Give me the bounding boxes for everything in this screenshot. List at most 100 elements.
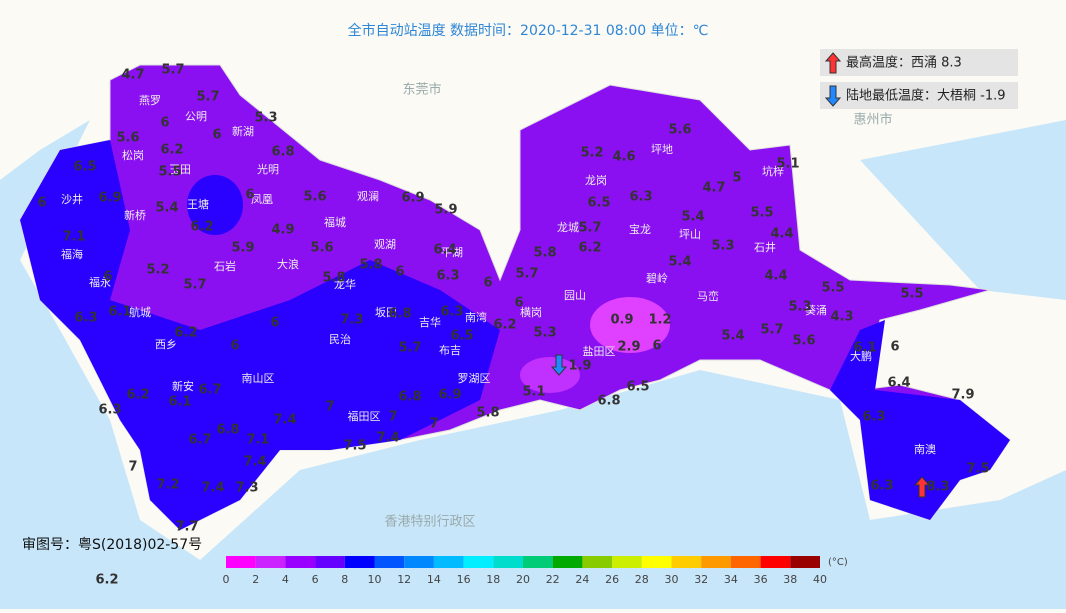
station-value: 7 [388, 410, 397, 425]
station-value: 6.2 [160, 143, 183, 158]
extreme-label: 最高温度：西涌 8.3 [846, 55, 962, 71]
district-label: 西乡 [155, 338, 177, 351]
district-label: 坑梓 [762, 164, 784, 178]
district-label: 大浪 [277, 257, 299, 271]
extremes-box: 最高温度：西涌 8.3 陆地最低温度：大梧桐 -1.9 [820, 49, 1018, 109]
scale-tick-label: 38 [783, 573, 797, 586]
district-label: 盐田区 [583, 345, 616, 358]
scale-swatch [582, 556, 613, 568]
station-value: 5.3 [711, 239, 734, 254]
station-value: 5.6 [668, 123, 691, 138]
extreme-bg [820, 82, 1018, 109]
station-value: 0.9 [610, 313, 633, 328]
station-value: 6.8 [597, 394, 620, 409]
station-value: 5 [732, 171, 741, 186]
station-value: 5.7 [515, 267, 538, 282]
station-value: 6 [483, 276, 492, 291]
station-value: 6 [270, 316, 279, 331]
station-value: 6 [212, 128, 221, 143]
station-value: 6.3 [98, 403, 121, 418]
station-value: 6 [230, 339, 239, 354]
scale-swatch [493, 556, 523, 568]
scale-tick-label: 22 [546, 573, 560, 586]
neighbor-label: 东莞市 [402, 82, 441, 98]
station-value: 6.4 [433, 243, 456, 258]
station-value: 4.3 [830, 310, 853, 325]
station-value: 7.7 [175, 520, 198, 535]
station-value: 6.5 [73, 160, 96, 175]
station-value: 6.2 [126, 388, 149, 403]
station-value: 6 [395, 265, 404, 280]
station-value: 5.5 [158, 165, 181, 180]
station-value: 5.4 [681, 210, 704, 225]
scale-swatch [730, 556, 761, 568]
district-label: 龙岗 [585, 174, 607, 187]
extreme-bg [820, 49, 1018, 76]
station-value: 5.7 [398, 341, 421, 356]
station-value: 7.4 [273, 413, 296, 428]
station-value: 6.3 [74, 311, 97, 326]
district-label: 福海 [61, 247, 83, 261]
scale-tick-label: 40 [813, 573, 827, 586]
district-label: 新桥 [124, 208, 146, 222]
district-label: 福城 [324, 215, 346, 229]
min-marker [550, 354, 568, 376]
station-value: 5.6 [116, 131, 139, 146]
cold-zone [20, 140, 500, 530]
scale-swatch [701, 556, 731, 568]
station-value: 7.4 [201, 481, 224, 496]
station-value: 6 [245, 188, 254, 203]
scale-tick-label: 30 [665, 573, 679, 586]
district-label: 新湖 [232, 124, 254, 138]
scale-tick-label: 14 [427, 573, 441, 586]
station-value: 6.4 [887, 376, 910, 391]
district-label: 石岩 [214, 259, 236, 273]
scale-tick-label: 20 [516, 573, 530, 586]
scale-swatch [315, 556, 345, 568]
station-value: 5.9 [434, 203, 457, 218]
station-value: 5.1 [522, 385, 545, 400]
station-value: 5.1 [776, 157, 799, 172]
station-value: 6 [890, 340, 899, 355]
district-label: 葵涌 [805, 304, 827, 317]
district-label: 坪地 [651, 143, 673, 156]
station-value: 5.8 [533, 246, 556, 261]
station-value: 7.2 [156, 478, 179, 493]
scale-tick-label: 4 [282, 573, 289, 586]
station-value: 5.6 [310, 241, 333, 256]
station-value: 5.5 [900, 287, 923, 302]
scale-tick-label: 18 [486, 573, 500, 586]
station-value: 5.8 [476, 406, 499, 421]
scale-swatch [641, 556, 672, 568]
station-value: 6.8 [398, 390, 421, 405]
station-value: 6.5 [587, 196, 610, 211]
district-label: 凤凰 [251, 193, 273, 206]
station-value: 4.7 [121, 68, 144, 83]
station-value: 5.2 [580, 146, 603, 161]
station-value: 7 [429, 417, 438, 432]
station-value: 5.5 [821, 281, 844, 296]
district-label: 马峦 [697, 289, 719, 303]
scale-tick-label: 28 [635, 573, 649, 586]
station-value: 5.8 [359, 258, 382, 273]
approval: 审图号：粤S(2018)02-57号 [22, 537, 202, 553]
station-value: 5.4 [155, 201, 178, 216]
station-value: 6.2 [174, 326, 197, 341]
station-value: 6.1 [108, 305, 131, 320]
station-value: 4.7 [702, 181, 725, 196]
station-value: 4.6 [612, 150, 635, 165]
district-label: 石井 [754, 240, 776, 254]
district-label: 南澳 [914, 443, 936, 456]
scale-tick-label: 10 [368, 573, 382, 586]
title: 全市自动站温度 数据时间：2020-12-31 08:00 单位：℃ [348, 22, 709, 39]
district-label: 观澜 [357, 189, 379, 203]
scale-swatch [226, 556, 256, 568]
station-value: 6.3 [440, 305, 463, 320]
scale-swatch [671, 556, 702, 568]
district-label: 王塘 [187, 197, 209, 211]
district-label: 大鹏 [850, 349, 872, 363]
scale-swatch [523, 556, 553, 568]
district-label: 南湾 [465, 310, 487, 324]
neighbor-label: 惠州市 [853, 112, 892, 128]
